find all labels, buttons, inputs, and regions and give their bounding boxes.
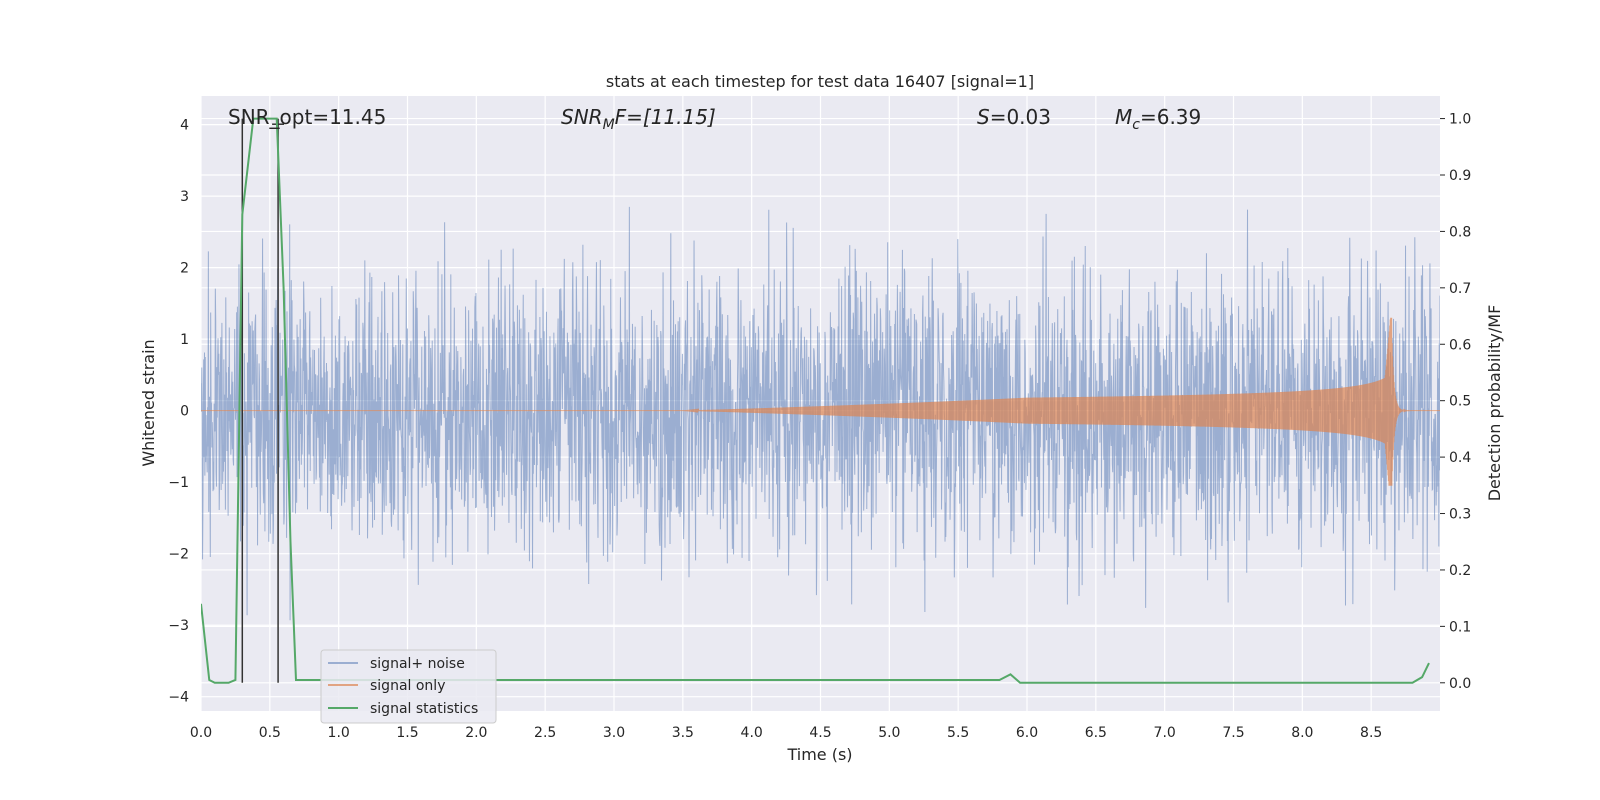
x-axis-label: Time (s) bbox=[786, 745, 852, 764]
x-tick-label-1: 0.5 bbox=[259, 725, 281, 741]
x-tick-label-2: 1.0 bbox=[328, 725, 350, 741]
y-tick-label-8: −4 bbox=[168, 690, 189, 706]
y2-tick-label-4: 0.6 bbox=[1449, 337, 1471, 353]
series-signal-only bbox=[201, 317, 1440, 486]
y-tick-label-4: 0 bbox=[180, 404, 189, 420]
chirp-trace bbox=[201, 317, 1440, 486]
x-tick-labels: 0.0 0.5 1.0 1.5 2.0 2.5 3.0 3.5 4.0 4.5 5.0 5.5 6.0 6… bbox=[190, 725, 1382, 741]
y-tick-label-5: −1 bbox=[168, 475, 189, 491]
y-tick-label-2: 2 bbox=[180, 261, 189, 277]
annotation-snr-mf: SNRMF=[11.15] bbox=[561, 105, 716, 133]
y2-tick-label-6: 0.4 bbox=[1449, 450, 1471, 466]
y-tick-label-7: −3 bbox=[168, 618, 189, 634]
x-tick-label-7: 3.5 bbox=[672, 725, 694, 741]
annotation-s-symbol: S bbox=[977, 105, 990, 129]
x-tick-label-13: 6.5 bbox=[1085, 725, 1107, 741]
legend-label-signal-statistics: signal statistics bbox=[370, 701, 478, 717]
y2-tick-label-10: 0.0 bbox=[1449, 676, 1471, 692]
legend-label-signal-only: signal only bbox=[370, 678, 445, 694]
annotation-mc-sub: c bbox=[1132, 117, 1140, 133]
y2-axis-label: Detection probability/MF bbox=[1485, 305, 1504, 502]
y-axis-label: Whitened strain bbox=[139, 339, 158, 466]
x-tick-label-9: 4.5 bbox=[809, 725, 831, 741]
y2-tick-label-3: 0.7 bbox=[1449, 281, 1471, 297]
x-tick-label-3: 1.5 bbox=[396, 725, 418, 741]
y2-tick-labels: 1.0 0.9 0.8 0.7 0.6 0.5 0.4 0.3 0.2 0.1 0.0 bbox=[1440, 112, 1471, 692]
y2-tick-label-5: 0.5 bbox=[1449, 394, 1471, 410]
y2-tick-label-9: 0.1 bbox=[1449, 619, 1471, 635]
legend: signal+ noise signal only signal statist… bbox=[320, 649, 497, 724]
y-tick-label-1: 3 bbox=[180, 189, 189, 205]
annotation-snr-mf-sub: M bbox=[603, 117, 615, 133]
x-tick-label-10: 5.0 bbox=[878, 725, 900, 741]
chart-title: stats at each timestep for test data 164… bbox=[606, 72, 1034, 91]
annotation-mc: Mc=6.39 bbox=[1115, 105, 1201, 133]
x-tick-label-16: 8.0 bbox=[1291, 725, 1313, 741]
x-tick-label-6: 3.0 bbox=[603, 725, 625, 741]
x-tick-label-17: 8.5 bbox=[1360, 725, 1382, 741]
annotation-s: S=0.03 bbox=[977, 105, 1051, 129]
series-signal-statistics bbox=[201, 117, 1430, 684]
x-tick-label-5: 2.5 bbox=[534, 725, 556, 741]
annotation-mc-base: M bbox=[1115, 105, 1132, 129]
x-tick-label-0: 0.0 bbox=[190, 725, 212, 741]
legend-box bbox=[320, 649, 497, 724]
y2-tick-label-2: 0.8 bbox=[1449, 224, 1471, 240]
x-tick-label-4: 2.0 bbox=[465, 725, 487, 741]
annotation-snr-opt: SNR_opt=11.45 bbox=[228, 105, 386, 129]
y-tick-label-0: 4 bbox=[180, 118, 189, 134]
y2-tick-label-8: 0.2 bbox=[1449, 563, 1471, 579]
x-tick-label-14: 7.0 bbox=[1154, 725, 1176, 741]
x-tick-label-12: 6.0 bbox=[1016, 725, 1038, 741]
y-tick-label-6: −2 bbox=[168, 547, 189, 563]
y2-tick-label-0: 1.0 bbox=[1449, 112, 1471, 128]
legend-label-signal-noise: signal+ noise bbox=[370, 656, 465, 672]
y2-tick-label-7: 0.3 bbox=[1449, 507, 1471, 523]
annotation-snr-mf-base: SNR bbox=[561, 105, 603, 129]
y-tick-labels: 4 3 2 1 0 −1 −2 −3 −4 bbox=[168, 118, 189, 706]
x-tick-label-8: 4.0 bbox=[741, 725, 763, 741]
statistics-trace bbox=[201, 117, 1430, 684]
annotation-mc-value: =6.39 bbox=[1140, 105, 1201, 129]
x-tick-label-11: 5.5 bbox=[947, 725, 969, 741]
annotation-snr-mf-rest: F=[11.15] bbox=[615, 105, 716, 129]
annotation-s-value: =0.03 bbox=[990, 105, 1051, 129]
x-tick-label-15: 7.5 bbox=[1222, 725, 1244, 741]
y2-tick-label-1: 0.9 bbox=[1449, 168, 1471, 184]
y-tick-label-3: 1 bbox=[180, 332, 189, 348]
